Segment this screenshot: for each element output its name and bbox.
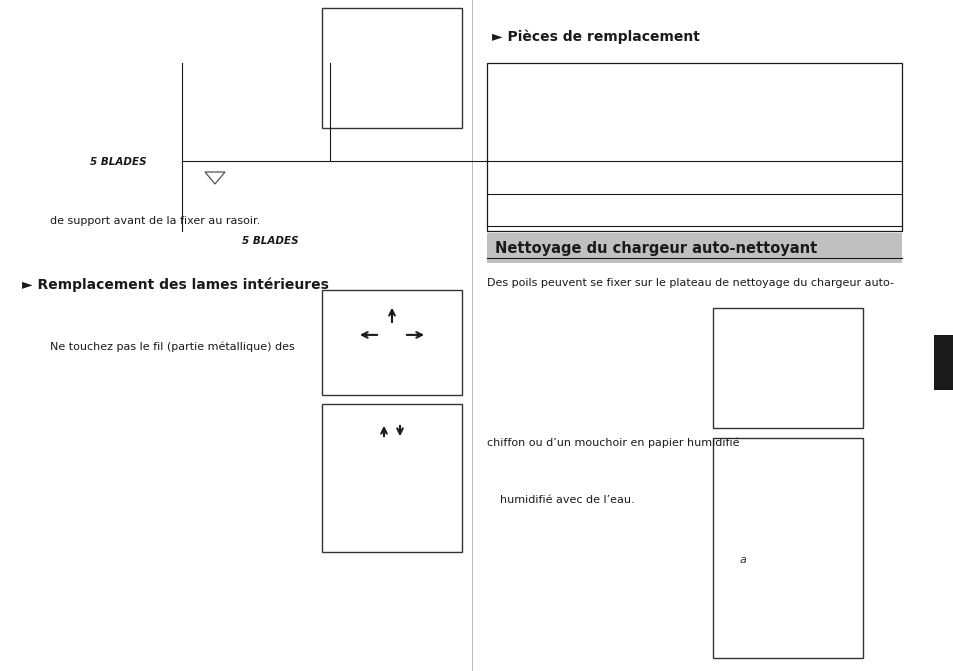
Bar: [712, 438, 862, 658]
Text: chiffon ou d’un mouchoir en papier humidifié: chiffon ou d’un mouchoir en papier humid…: [486, 438, 739, 448]
Text: humidifié avec de l’eau.: humidifié avec de l’eau.: [499, 495, 634, 505]
Text: Ne touchez pas le fil (partie métallique) des: Ne touchez pas le fil (partie métallique…: [50, 342, 294, 352]
Bar: [933, 335, 953, 390]
Text: ► Remplacement des lames intérieures: ► Remplacement des lames intérieures: [22, 278, 329, 293]
Bar: [322, 8, 461, 128]
Bar: [486, 63, 901, 231]
Text: 5 BLADES: 5 BLADES: [90, 157, 147, 167]
Text: 5 BLADES: 5 BLADES: [242, 236, 298, 246]
Text: Des poils peuvent se fixer sur le plateau de nettoyage du chargeur auto-: Des poils peuvent se fixer sur le platea…: [486, 278, 893, 288]
Bar: [322, 290, 461, 395]
Bar: [712, 308, 862, 428]
Bar: [486, 233, 901, 263]
Bar: [322, 404, 461, 552]
Text: a: a: [740, 555, 746, 565]
Text: de support avant de la fixer au rasoir.: de support avant de la fixer au rasoir.: [50, 216, 260, 226]
Text: Nettoyage du chargeur auto-nettoyant: Nettoyage du chargeur auto-nettoyant: [495, 240, 817, 256]
Text: ► Pièces de remplacement: ► Pièces de remplacement: [492, 30, 700, 44]
